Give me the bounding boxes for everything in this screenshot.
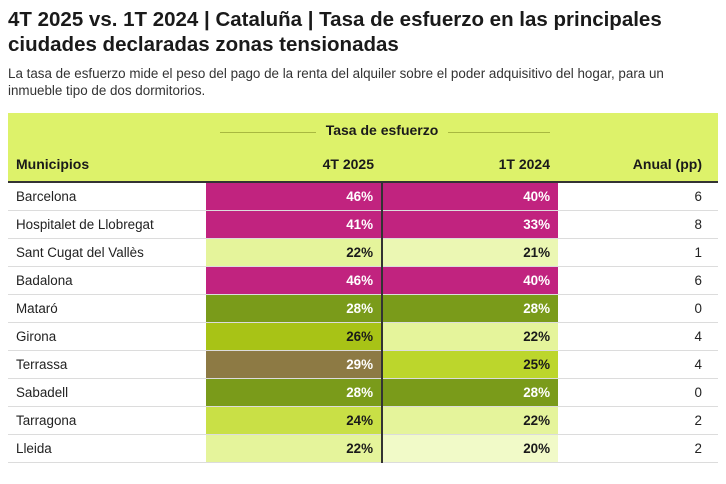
value-4t-2025-cell: 29% xyxy=(206,350,382,379)
table-row: Girona 26% 22% 4 xyxy=(8,322,718,351)
value-1t-2024-cell: 40% xyxy=(381,182,558,211)
table-body: Barcelona 46% 40% 6 Hospitalet de Llobregat 4… xyxy=(8,182,718,463)
municipio-cell: Hospitalet de Llobregat xyxy=(16,217,154,232)
table-row: Terrassa 29% 25% 4 xyxy=(8,350,718,379)
group-header: Tasa de esfuerzo xyxy=(206,113,558,147)
col-header-municipios: Municipios xyxy=(16,156,90,172)
value-4t-2025-cell: 41% xyxy=(206,210,382,239)
anual-change-cell: 6 xyxy=(694,189,702,204)
anual-change-cell: 4 xyxy=(694,329,702,344)
table-row: Lleida 22% 20% 2 xyxy=(8,434,718,463)
municipio-cell: Barcelona xyxy=(16,189,77,204)
municipio-cell: Mataró xyxy=(16,301,58,316)
table-row: Badalona 46% 40% 6 xyxy=(8,266,718,295)
municipio-cell: Terrassa xyxy=(16,357,68,372)
anual-change-cell: 8 xyxy=(694,217,702,232)
municipio-cell: Lleida xyxy=(16,441,52,456)
chart-subtitle: La tasa de esfuerzo mide el peso del pag… xyxy=(8,66,664,98)
anual-change-cell: 6 xyxy=(694,273,702,288)
value-1t-2024-cell: 28% xyxy=(381,378,558,407)
table-row: Mataró 28% 28% 0 xyxy=(8,294,718,323)
table-row: Hospitalet de Llobregat 41% 33% 8 xyxy=(8,210,718,239)
municipio-cell: Badalona xyxy=(16,273,73,288)
value-1t-2024-cell: 22% xyxy=(381,322,558,351)
col-header-4t-2025: 4T 2025 xyxy=(322,156,374,172)
value-4t-2025-cell: 28% xyxy=(206,378,382,407)
anual-change-cell: 1 xyxy=(694,245,702,260)
value-1t-2024-cell: 22% xyxy=(381,406,558,435)
anual-change-cell: 4 xyxy=(694,357,702,372)
value-4t-2025-cell: 26% xyxy=(206,322,382,351)
group-header-spacer-right xyxy=(558,113,718,147)
table-row: Sant Cugat del Vallès 22% 21% 1 xyxy=(8,238,718,267)
table-row: Sabadell 28% 28% 0 xyxy=(8,378,718,407)
group-header-label: Tasa de esfuerzo xyxy=(315,122,449,138)
anual-change-cell: 0 xyxy=(694,301,702,316)
value-4t-2025-cell: 28% xyxy=(206,294,382,323)
value-4t-2025-cell: 46% xyxy=(206,182,382,211)
col-header-anual: Anual (pp) xyxy=(632,156,702,172)
column-header-row: Municipios 4T 2025 1T 2024 Anual (pp) xyxy=(8,147,718,182)
group-header-spacer xyxy=(8,113,206,147)
value-4t-2025-cell: 24% xyxy=(206,406,382,435)
chart-title: 4T 2025 vs. 1T 2024 | Cataluña | Tasa de… xyxy=(8,8,662,56)
value-1t-2024-cell: 20% xyxy=(381,434,558,463)
value-1t-2024-cell: 25% xyxy=(381,350,558,379)
table-row: Tarragona 24% 22% 2 xyxy=(8,406,718,435)
value-1t-2024-cell: 28% xyxy=(381,294,558,323)
anual-change-cell: 2 xyxy=(694,441,702,456)
group-header-row: Tasa de esfuerzo xyxy=(8,113,718,147)
value-4t-2025-cell: 22% xyxy=(206,434,382,463)
anual-change-cell: 2 xyxy=(694,413,702,428)
municipio-cell: Sabadell xyxy=(16,385,69,400)
value-1t-2024-cell: 40% xyxy=(381,266,558,295)
anual-change-cell: 0 xyxy=(694,385,702,400)
value-4t-2025-cell: 22% xyxy=(206,238,382,267)
municipio-cell: Sant Cugat del Vallès xyxy=(16,245,144,260)
table-row: Barcelona 46% 40% 6 xyxy=(8,182,718,211)
value-1t-2024-cell: 21% xyxy=(381,238,558,267)
municipio-cell: Girona xyxy=(16,329,57,344)
col-header-1t-2024: 1T 2024 xyxy=(498,156,550,172)
municipio-cell: Tarragona xyxy=(16,413,77,428)
value-4t-2025-cell: 46% xyxy=(206,266,382,295)
value-1t-2024-cell: 33% xyxy=(381,210,558,239)
effort-rate-table: Tasa de esfuerzo Municipios 4T 2025 1T 2… xyxy=(8,113,718,463)
